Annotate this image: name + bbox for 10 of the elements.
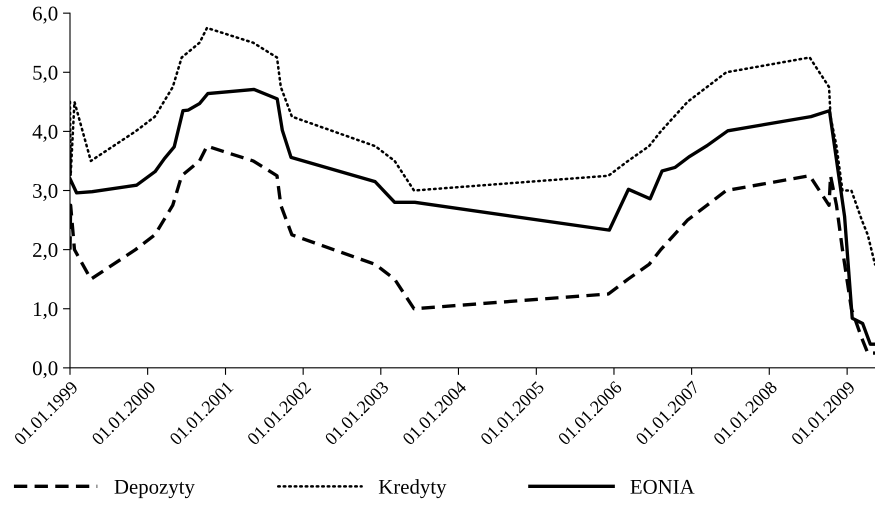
y-tick-label: 2,0 <box>33 243 58 260</box>
y-tick-label: 3,0 <box>33 184 58 201</box>
y-tick-label: 0,0 <box>32 361 58 378</box>
y-tick-label: 6,0 <box>33 6 58 24</box>
y-tick-label: 1,0 <box>34 302 58 320</box>
legend-label: EONIA <box>630 480 695 494</box>
y-tick-label: 4,0 <box>32 124 58 142</box>
y-tick-label: 5,0 <box>33 66 58 83</box>
legend-label: Kredyty <box>378 479 446 498</box>
legend-label: Depozyty <box>114 480 195 498</box>
